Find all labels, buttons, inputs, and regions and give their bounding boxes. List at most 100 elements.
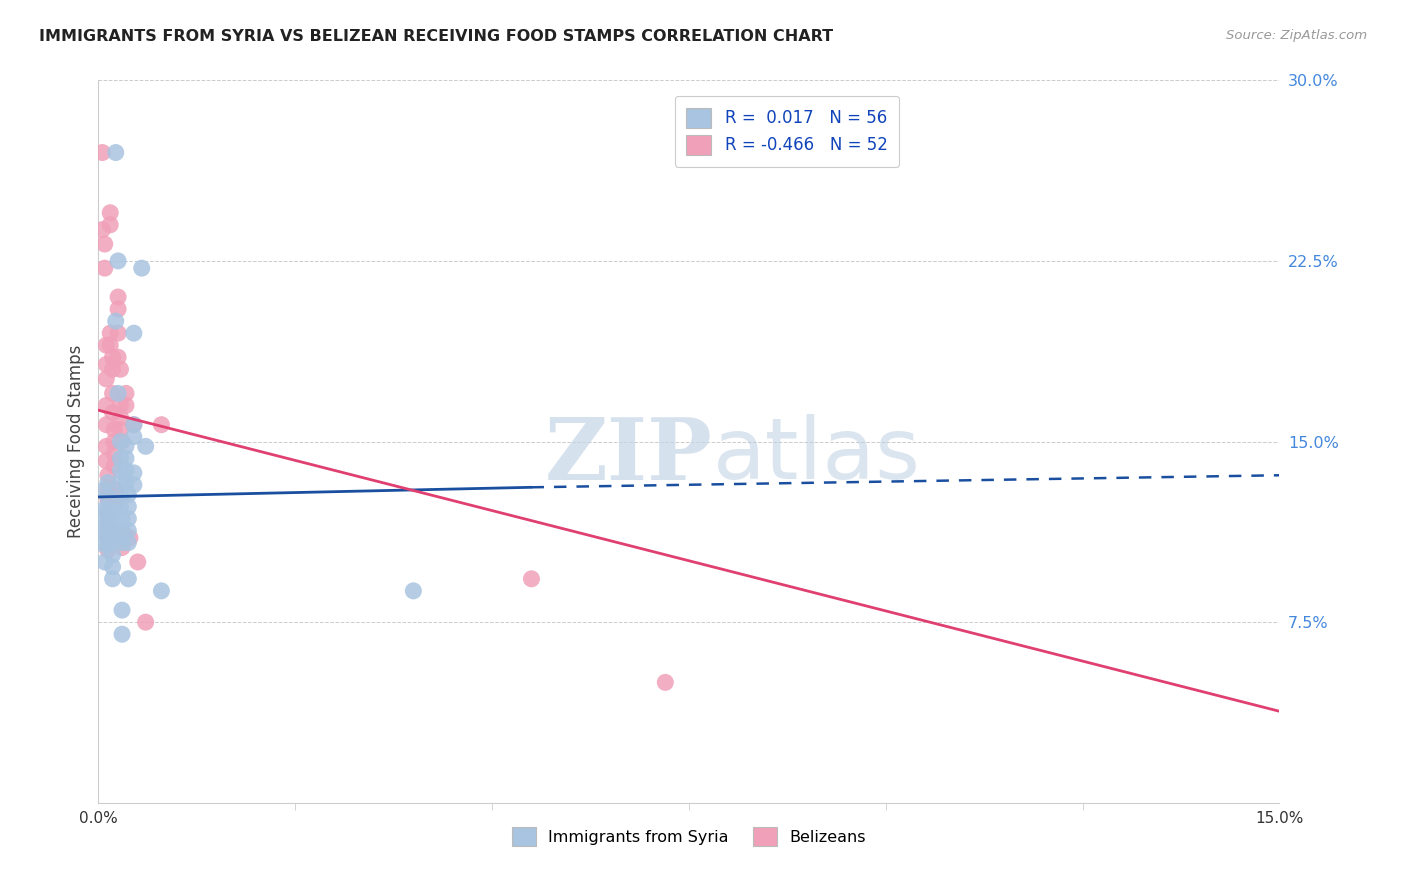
Point [110, 422, 132, 436]
Point [98, 531, 121, 545]
Point [122, 466, 145, 480]
Point [115, 439, 138, 453]
Point [110, 451, 132, 466]
Point [96, 398, 118, 412]
Point [97, 483, 120, 497]
Point [97, 514, 120, 528]
Point [110, 487, 132, 501]
Point [122, 430, 145, 444]
Point [117, 487, 139, 501]
Point [97, 492, 120, 507]
Text: ZIP: ZIP [544, 414, 713, 498]
Point [96, 358, 118, 372]
Point [110, 463, 132, 477]
Point [98, 518, 121, 533]
Point [115, 386, 138, 401]
Legend: Immigrants from Syria, Belizeans: Immigrants from Syria, Belizeans [505, 821, 873, 853]
Point [104, 314, 127, 328]
Point [111, 434, 134, 449]
Point [97, 475, 120, 490]
Point [115, 463, 138, 477]
Point [654, 675, 676, 690]
Point [93, 502, 115, 516]
Point [110, 475, 132, 490]
Point [520, 572, 543, 586]
Point [107, 386, 129, 401]
Point [117, 535, 139, 549]
Point [131, 261, 153, 276]
Point [97, 502, 120, 516]
Point [122, 326, 145, 340]
Point [97, 526, 120, 541]
Point [97, 490, 120, 504]
Point [98, 205, 121, 219]
Point [101, 524, 124, 538]
Point [97, 507, 120, 521]
Point [96, 338, 118, 352]
Point [122, 478, 145, 492]
Point [101, 535, 124, 549]
Point [104, 145, 127, 160]
Point [111, 603, 134, 617]
Point [97, 518, 120, 533]
Point [103, 458, 125, 473]
Point [97, 468, 120, 483]
Point [122, 417, 145, 432]
Point [101, 386, 124, 401]
Point [150, 583, 173, 598]
Point [93, 538, 115, 552]
Point [98, 218, 121, 232]
Y-axis label: Receiving Food Stamps: Receiving Food Stamps [66, 345, 84, 538]
Point [97, 531, 120, 545]
Point [115, 475, 138, 490]
Point [91, 145, 114, 160]
Point [101, 406, 124, 420]
Point [110, 398, 132, 412]
Point [98, 507, 121, 521]
Point [117, 572, 139, 586]
Point [107, 290, 129, 304]
Point [107, 326, 129, 340]
Point [104, 483, 127, 497]
Point [107, 301, 129, 317]
Point [96, 417, 118, 432]
Point [111, 511, 134, 525]
Point [103, 504, 125, 518]
Point [110, 410, 132, 425]
Point [402, 583, 425, 598]
Point [110, 362, 132, 376]
Point [93, 261, 115, 276]
Point [101, 572, 124, 586]
Point [93, 526, 115, 541]
Point [103, 434, 125, 449]
Point [111, 535, 134, 549]
Point [93, 555, 115, 569]
Point [101, 548, 124, 562]
Point [98, 338, 121, 352]
Point [93, 237, 115, 252]
Point [101, 362, 124, 376]
Point [96, 454, 118, 468]
Point [115, 451, 138, 466]
Point [111, 526, 134, 541]
Point [118, 531, 141, 545]
Point [97, 542, 120, 557]
Text: atlas: atlas [713, 415, 921, 498]
Point [111, 627, 134, 641]
Point [127, 555, 149, 569]
Point [117, 524, 139, 538]
Point [96, 372, 118, 386]
Point [93, 483, 115, 497]
Point [101, 511, 124, 525]
Point [150, 417, 173, 432]
Point [107, 350, 129, 364]
Point [91, 222, 114, 236]
Point [93, 514, 115, 528]
Point [98, 326, 121, 340]
Point [110, 500, 132, 514]
Point [110, 434, 132, 449]
Point [122, 417, 145, 432]
Text: Source: ZipAtlas.com: Source: ZipAtlas.com [1226, 29, 1367, 42]
Point [115, 398, 138, 412]
Point [135, 615, 157, 630]
